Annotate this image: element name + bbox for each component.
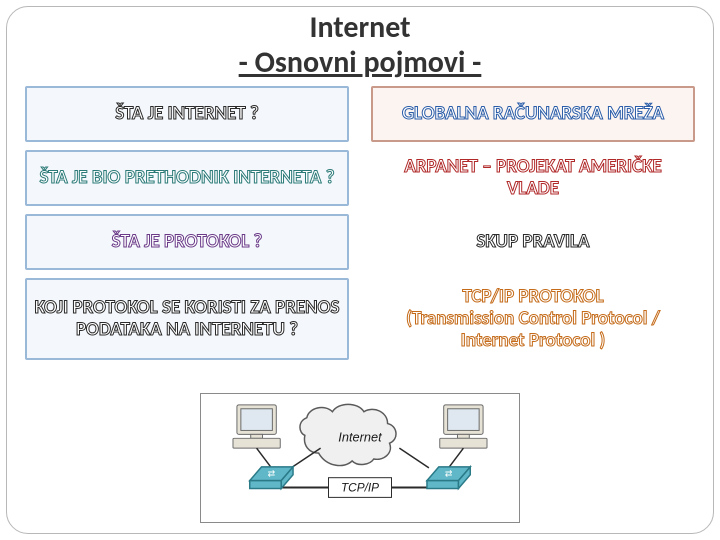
question-cell-2: ŠTA JE PROTOKOL ? — [25, 214, 349, 270]
answer-cell-2: SKUP PRAVILA — [371, 214, 695, 270]
network-diagram: Internet TCP/IP ⇄ ⇄ — [200, 393, 520, 523]
answer-cell-1: ARPANET – PROJEKAT AMERIČKE VLADE — [371, 150, 695, 206]
question-cell-3: KOJI PROTOKOL SE KORISTI ZA PRENOS PODAT… — [25, 278, 349, 360]
slide-frame: Internet - Osnovni pojmovi - ŠTA JE INTE… — [6, 6, 714, 534]
slide-title: Internet - Osnovni pojmovi - — [7, 11, 713, 80]
answer-cell-3: TCP/IP PROTOKOL (Transmission Control Pr… — [371, 278, 695, 360]
title-line2: - Osnovni pojmovi - — [7, 46, 713, 81]
title-line1: Internet — [7, 11, 713, 46]
content-grid: ŠTA JE INTERNET ? GLOBALNA RAČUNARSKA MRE… — [25, 86, 695, 360]
svg-text:Internet: Internet — [338, 429, 382, 444]
answer-cell-0: GLOBALNA RAČUNARSKA MREŽA — [371, 86, 695, 142]
svg-text:TCP/IP: TCP/IP — [341, 480, 379, 494]
svg-text:⇄: ⇄ — [445, 470, 453, 480]
svg-text:⇄: ⇄ — [268, 470, 276, 480]
question-cell-0: ŠTA JE INTERNET ? — [25, 86, 349, 142]
question-cell-1: ŠTA JE BIO PRETHODNIK INTERNETA ? — [25, 150, 349, 206]
